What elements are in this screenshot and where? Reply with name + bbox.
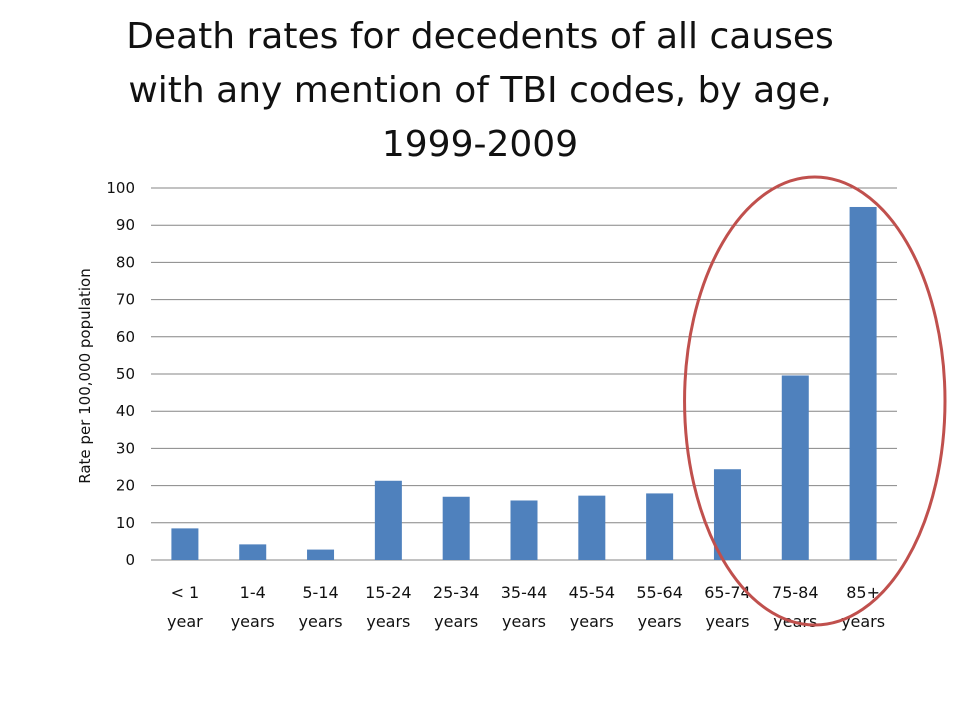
x-axis-category-labels: < 1 year 1-4 years 5-14 years 15-24 years 25-34 y… xyxy=(167,583,885,631)
gridlines xyxy=(151,187,897,561)
bar xyxy=(239,544,267,560)
x-category-label: 5-14 xyxy=(302,583,338,602)
y-tick-label: 30 xyxy=(116,439,135,457)
x-category-label: years xyxy=(570,612,614,631)
x-category-label: years xyxy=(299,612,343,631)
x-category-label: 55-64 xyxy=(636,583,683,602)
title-line-3: 1999-2009 xyxy=(381,124,579,165)
highlight-ellipse xyxy=(683,175,947,627)
x-category-label: years xyxy=(434,612,478,631)
x-category-label: years xyxy=(231,612,275,631)
x-category-label: years xyxy=(705,612,749,631)
bar xyxy=(442,496,470,560)
y-tick-label: 40 xyxy=(116,402,135,420)
y-tick-label: 50 xyxy=(116,365,135,383)
y-tick-label: 90 xyxy=(116,216,135,234)
y-tick-label: 20 xyxy=(116,477,135,495)
x-category-label: years xyxy=(502,612,546,631)
y-axis-tick-labels: 0 10 20 30 40 50 60 70 80 90 100 xyxy=(106,179,135,569)
bar xyxy=(510,500,538,560)
x-category-label: 25-34 xyxy=(433,583,480,602)
bars xyxy=(171,206,877,561)
x-category-label: years xyxy=(638,612,682,631)
title-line-1: Death rates for decedents of all causes xyxy=(126,16,834,57)
bar xyxy=(578,495,606,560)
x-category-label: 15-24 xyxy=(365,583,412,602)
x-category-label: 65-74 xyxy=(704,583,751,602)
bar xyxy=(307,549,335,560)
x-category-label: 85+ xyxy=(846,583,880,602)
x-category-label: < 1 xyxy=(171,583,200,602)
x-category-label: 1-4 xyxy=(240,583,266,602)
y-tick-label: 60 xyxy=(116,328,135,346)
x-category-label: 45-54 xyxy=(569,583,616,602)
y-axis-title: Rate per 100,000 population xyxy=(76,268,94,483)
bar xyxy=(171,528,199,560)
x-category-label: years xyxy=(366,612,410,631)
bar xyxy=(781,375,809,560)
y-tick-label: 10 xyxy=(116,514,135,532)
y-tick-label: 70 xyxy=(116,291,135,309)
y-tick-label: 80 xyxy=(116,253,135,271)
bar xyxy=(713,469,741,560)
x-category-label: year xyxy=(167,612,203,631)
bar xyxy=(646,493,674,560)
y-tick-label: 0 xyxy=(125,551,135,569)
bar xyxy=(849,206,877,561)
x-category-label: 35-44 xyxy=(501,583,548,602)
x-category-label: years xyxy=(841,612,885,631)
page-title: Death rates for decedents of all causes … xyxy=(60,10,900,172)
x-category-label: 75-84 xyxy=(772,583,819,602)
y-tick-label: 100 xyxy=(106,179,135,197)
bar xyxy=(374,480,402,560)
title-line-2: with any mention of TBI codes, by age, xyxy=(128,70,832,111)
